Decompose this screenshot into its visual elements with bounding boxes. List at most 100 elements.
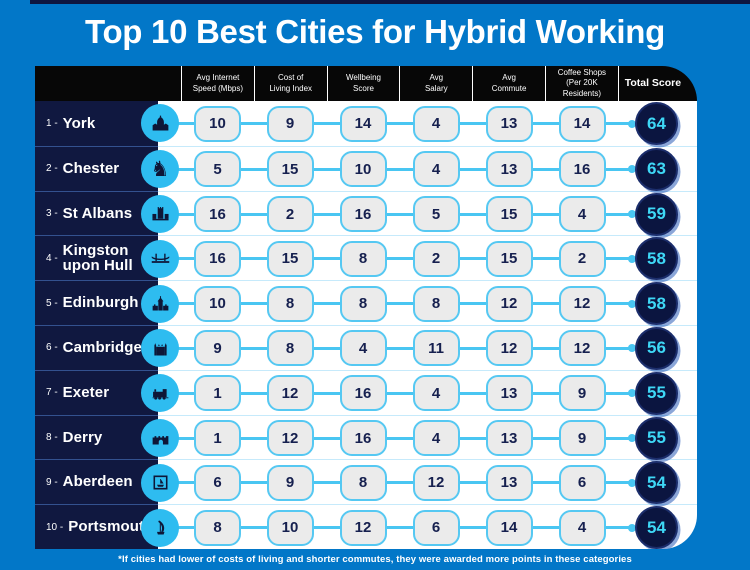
table-row: 5 - Edinburgh 10 8 8 8 12 12 58 [35,280,697,326]
connector-line [158,391,630,395]
score-box: 15 [485,196,533,233]
connector-dot [628,299,636,308]
header-internet-speed: Avg Internet Speed (Mbps) [181,66,254,101]
row-values: 1 12 16 4 13 9 55 [141,414,697,460]
score-box: 6 [558,464,606,501]
row-values: 9 8 4 11 12 12 56 [141,324,697,370]
score-box: 12 [266,375,314,412]
connector-dot [628,254,636,263]
row-values: 16 15 8 2 15 2 58 [141,235,697,281]
score-box: 14 [485,509,533,546]
score-box: 10 [339,151,387,188]
table-row: 9 - Aberdeen 6 9 8 12 13 6 54 [35,459,697,505]
city-rank: 1 - [46,117,58,129]
score-box: 13 [485,464,533,501]
connector-line [158,257,630,261]
total-score-badge: 59 [635,192,678,236]
connector-dot [628,165,636,174]
table-row: 1 - York 10 9 14 4 13 14 64 [35,101,697,146]
city-cell: 8 - Derry [35,414,158,460]
header-cost-of-living: Cost of Living Index [253,66,327,101]
score-box: 8 [339,285,387,322]
total-score-badge: 54 [635,506,678,549]
connector-line [158,436,630,440]
score-box: 8 [266,330,314,367]
city-rank: 9 - [46,476,58,488]
city-name: Cambridge [62,339,142,356]
score-box: 9 [266,105,314,142]
connector-dot [628,434,636,443]
city-cell: 4 - Kingston upon Hull [35,235,158,281]
humber-bridge-icon [141,239,179,278]
chester-horse-icon: ♞ [141,150,179,189]
city-rank: 4 - [46,252,58,264]
score-box: 16 [558,151,606,188]
score-box: 5 [412,196,460,233]
city-name: Derry [62,428,103,446]
header-total-score: Total Score [617,66,697,101]
score-box: 15 [266,151,314,188]
connector-line [158,526,630,530]
score-box: 12 [339,509,387,546]
city-cell: 6 - Cambridge [35,324,158,370]
score-box: 13 [485,151,533,188]
city-rank: 5 - [46,297,58,309]
table-row: 2 - Chester ♞ 5 15 10 4 13 16 63 [35,145,697,191]
score-box: 16 [194,196,241,233]
city-name: Exeter [62,383,110,401]
total-score-badge: 58 [635,282,678,326]
aberdeen-ship-icon [141,463,179,502]
score-box: 9 [194,330,241,367]
connector-line [158,167,630,171]
total-score-badge: 58 [635,237,678,281]
connector-dot [628,210,636,219]
score-box: 4 [412,105,460,142]
score-box: 15 [266,240,314,277]
city-name: St Albans [62,204,133,222]
score-box: 1 [194,420,241,457]
row-values: 6 9 8 12 13 6 54 [141,459,697,505]
score-box: 8 [339,240,387,277]
city-rank: 7 - [46,387,58,399]
total-score-badge: 63 [635,147,678,191]
score-box: 2 [412,240,460,277]
score-box: 10 [194,105,241,142]
row-values: 10 8 8 8 12 12 58 [141,280,697,326]
row-values: 1 12 16 4 13 9 55 [141,369,697,415]
score-box: 1 [194,375,241,412]
score-box: 9 [266,464,314,501]
total-score-badge: 56 [635,326,678,370]
score-box: 13 [485,420,533,457]
score-box: 14 [339,105,387,142]
city-rank: 8 - [46,431,58,443]
connector-line [158,122,630,125]
derry-walls-icon [141,418,179,457]
score-box: 4 [339,330,387,367]
city-cell: 2 - Chester [35,145,158,191]
score-box: 8 [266,285,314,322]
city-name: Kingston upon Hull [62,241,133,275]
score-box: 5 [194,151,241,188]
score-box: 12 [558,330,606,367]
connector-dot [628,389,636,398]
city-cell: 1 - York [35,101,158,146]
score-box: 11 [412,330,460,367]
connector-dot [628,478,636,487]
total-score-badge: 55 [635,371,678,415]
connector-line [158,481,630,485]
exeter-train-icon [141,374,179,413]
table-row: 6 - Cambridge 9 8 4 11 12 12 56 [35,324,697,370]
connector-line [158,346,630,350]
row-values: ♞ 5 15 10 4 13 16 63 [141,145,697,191]
score-box: 8 [194,509,241,546]
city-cell: 9 - Aberdeen [35,459,158,505]
portsmouth-spinnaker-icon [141,508,179,547]
score-box: 8 [412,285,460,322]
score-box: 4 [558,509,606,546]
st-albans-cathedral-icon [141,194,179,233]
total-score-badge: 54 [635,461,678,505]
score-box: 4 [412,420,460,457]
score-box: 4 [412,375,460,412]
city-name: Edinburgh [62,294,139,312]
connector-line [158,212,630,216]
